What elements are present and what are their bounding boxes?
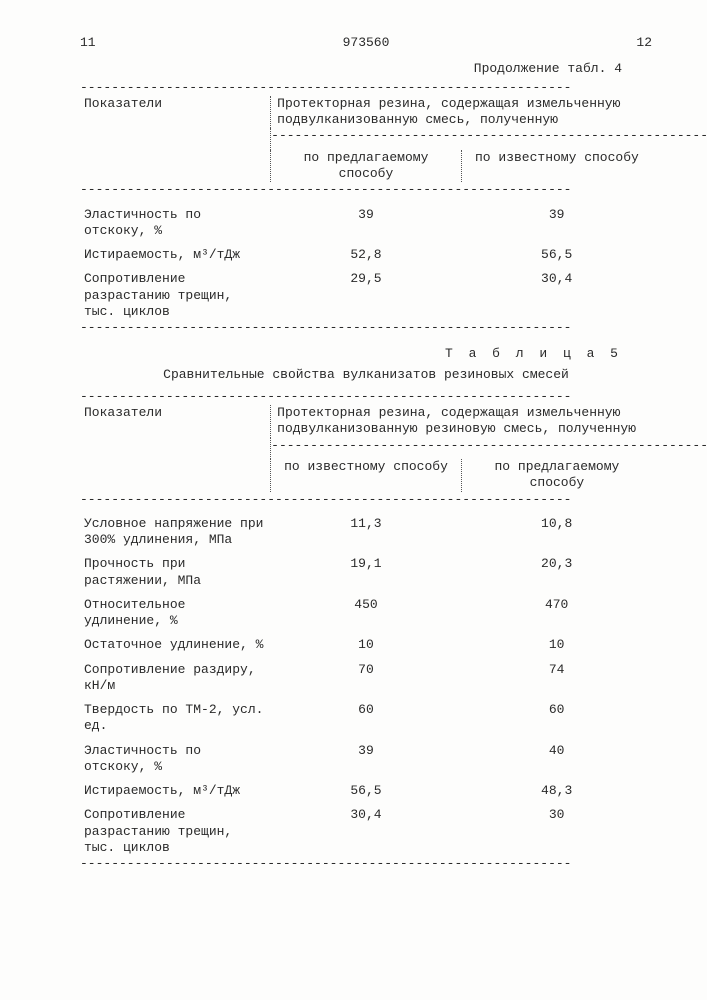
- row-label: Условное напряжение при 300% удлинения, …: [80, 508, 271, 549]
- row-val1: 52,8: [271, 239, 462, 263]
- row-val1: 70: [271, 654, 462, 695]
- table-row: Относительное удлинение, % 450 470: [80, 589, 652, 630]
- row-label: Относительное удлинение, %: [80, 589, 271, 630]
- row-val1: 60: [271, 694, 462, 735]
- row-label: Эластичность по отскоку, %: [80, 735, 271, 776]
- rule: ----------------------------------------…: [80, 80, 652, 96]
- table4-sub1: по предлагаемому способу: [271, 150, 462, 183]
- row-val2: 74: [461, 654, 652, 695]
- rule: ----------------------------------------…: [271, 128, 707, 144]
- table-row: Остаточное удлинение, % 10 10: [80, 629, 652, 653]
- table4-col0-header: Показатели: [80, 96, 271, 183]
- row-val1: 19,1: [271, 548, 462, 589]
- doc-number: 973560: [170, 35, 562, 51]
- row-label: Прочность при растяжении, МПа: [80, 548, 271, 589]
- row-val2: 20,3: [461, 548, 652, 589]
- page-num-right: 12: [562, 35, 652, 51]
- rule: ----------------------------------------…: [80, 389, 652, 405]
- rule: ----------------------------------------…: [80, 856, 652, 872]
- row-val2: 30: [461, 799, 652, 856]
- table4-continuation: Продолжение табл. 4: [80, 61, 622, 77]
- rule: ----------------------------------------…: [271, 438, 707, 454]
- table-row: Условное напряжение при 300% удлинения, …: [80, 508, 652, 549]
- row-val1: 11,3: [271, 508, 462, 549]
- row-label: Твердость по ТМ-2, усл. ед.: [80, 694, 271, 735]
- table4: ----------------------------------------…: [80, 80, 652, 337]
- row-val1: 56,5: [271, 775, 462, 799]
- table-row: Эластичность по отскоку, % 39 40: [80, 735, 652, 776]
- row-val2: 30,4: [461, 263, 652, 320]
- row-val1: 29,5: [271, 263, 462, 320]
- row-label: Истираемость, м³/тДж: [80, 775, 271, 799]
- row-val2: 470: [461, 589, 652, 630]
- row-val2: 10: [461, 629, 652, 653]
- row-label: Сопротивление разрастанию трещин, тыс. ц…: [80, 799, 271, 856]
- table-row: Истираемость, м³/тДж 52,8 56,5: [80, 239, 652, 263]
- table4-span-header: Протекторная резина, содержащая измельче…: [271, 96, 652, 129]
- row-label: Сопротивление раздиру, кН/м: [80, 654, 271, 695]
- table-row: Сопротивление разрастанию трещин, тыс. ц…: [80, 263, 652, 320]
- row-val1: 39: [271, 735, 462, 776]
- table-row: Сопротивление раздиру, кН/м 70 74: [80, 654, 652, 695]
- table4-sub2: по известному способу: [461, 150, 652, 183]
- page-header: 11 973560 12: [80, 35, 652, 51]
- table5-title: Сравнительные свойства вулканизатов рези…: [80, 367, 652, 383]
- row-val1: 39: [271, 199, 462, 240]
- table5-caption: Т а б л и ц а 5: [80, 346, 622, 362]
- table5: ----------------------------------------…: [80, 389, 652, 873]
- rule: ----------------------------------------…: [80, 320, 652, 336]
- table5-sub2: по предлагаемому способу: [461, 459, 652, 492]
- row-val2: 40: [461, 735, 652, 776]
- row-val1: 450: [271, 589, 462, 630]
- table-row: Твердость по ТМ-2, усл. ед. 60 60: [80, 694, 652, 735]
- rule: ----------------------------------------…: [80, 492, 652, 508]
- row-val1: 30,4: [271, 799, 462, 856]
- row-val2: 39: [461, 199, 652, 240]
- row-label: Сопротивление разрастанию трещин, тыс. ц…: [80, 263, 271, 320]
- table-row: Истираемость, м³/тДж 56,5 48,3: [80, 775, 652, 799]
- table-row: Сопротивление разрастанию трещин, тыс. ц…: [80, 799, 652, 856]
- row-label: Истираемость, м³/тДж: [80, 239, 271, 263]
- row-label: Эластичность по отскоку, %: [80, 199, 271, 240]
- table5-span-header: Протекторная резина, содержащая измельче…: [271, 405, 652, 438]
- table-row: Эластичность по отскоку, % 39 39: [80, 199, 652, 240]
- row-label: Остаточное удлинение, %: [80, 629, 271, 653]
- rule: ----------------------------------------…: [80, 182, 652, 198]
- table5-col0-header: Показатели: [80, 405, 271, 492]
- row-val2: 10,8: [461, 508, 652, 549]
- row-val2: 56,5: [461, 239, 652, 263]
- page-num-left: 11: [80, 35, 170, 51]
- table-row: Прочность при растяжении, МПа 19,1 20,3: [80, 548, 652, 589]
- table5-sub1: по известному способу: [271, 459, 462, 492]
- row-val2: 60: [461, 694, 652, 735]
- row-val1: 10: [271, 629, 462, 653]
- row-val2: 48,3: [461, 775, 652, 799]
